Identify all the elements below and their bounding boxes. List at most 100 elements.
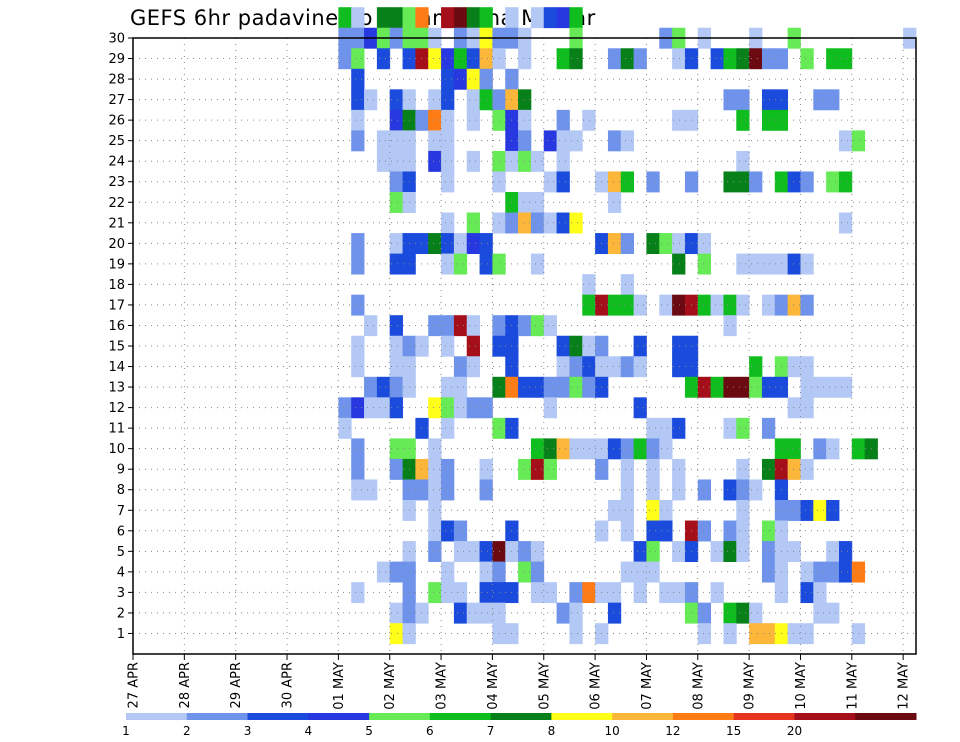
heatmap-cell [351, 582, 365, 604]
heatmap-cell [826, 500, 840, 521]
heatmap-cell [505, 7, 519, 29]
heatmap-cell [813, 376, 827, 398]
heatmap-cell [376, 376, 391, 398]
heatmap-cell [351, 294, 365, 316]
heatmap-cell [761, 109, 776, 131]
heatmap-cell [736, 376, 750, 398]
heatmap-cell [389, 171, 403, 193]
heatmap-cell [530, 315, 545, 337]
heatmap-cell [402, 7, 416, 29]
heatmap-cell [851, 623, 866, 645]
heatmap-cell [518, 89, 532, 111]
heatmap-cell [530, 458, 545, 480]
heatmap-cell [723, 315, 737, 337]
heatmap-cell [736, 541, 750, 562]
heatmap-cell [697, 376, 712, 398]
heatmap-cell [376, 150, 391, 172]
heatmap-cell [351, 109, 365, 131]
heatmap-cell [415, 335, 429, 357]
heatmap-cell [620, 356, 635, 378]
heatmap-cell [389, 192, 403, 213]
colorbar-swatch [551, 713, 613, 720]
colorbar-label: 12 [665, 724, 680, 738]
colorbar-label: 6 [426, 724, 434, 738]
heatmap-cell [466, 68, 480, 90]
heatmap-cell [826, 438, 840, 460]
heatmap-cell [453, 520, 468, 542]
heatmap-cell [479, 479, 493, 501]
heatmap-cell [620, 479, 635, 501]
heatmap-cell [800, 48, 814, 70]
heatmap-cell [787, 458, 801, 480]
heatmap-cell [518, 315, 532, 337]
heatmap-cell [543, 438, 557, 460]
heatmap-cell [415, 233, 429, 254]
colorbar: 1 2 3 4 5 6 7 8 10 12 15 20 [122, 713, 917, 738]
heatmap-cell [761, 253, 776, 275]
heatmap-cell [620, 458, 635, 480]
heatmap-cell [441, 253, 455, 275]
heatmap-cell [749, 623, 763, 645]
heatmap-cell [556, 7, 570, 29]
heatmap-cell [556, 212, 570, 234]
y-tick-label: 25 [108, 134, 125, 149]
heatmap-cell [787, 623, 801, 645]
heatmap-cell [826, 541, 840, 562]
heatmap-cell [672, 48, 686, 70]
heatmap-cell [364, 479, 378, 501]
heatmap-cell [569, 356, 583, 378]
heatmap-cell [364, 397, 378, 419]
heatmap-cell [441, 417, 455, 439]
y-tick-label: 23 [108, 175, 125, 190]
colorbar-label: 2 [183, 724, 191, 738]
y-tick-label: 9 [117, 463, 125, 478]
colorbar-label: 20 [787, 724, 802, 738]
heatmap-cell [813, 602, 827, 624]
heatmap-cell [453, 356, 468, 378]
y-tick-label: 28 [108, 73, 125, 88]
heatmap-cell [659, 417, 673, 439]
heatmap-cell [338, 397, 352, 419]
heatmap-cell [659, 294, 673, 316]
heatmap-cell [543, 171, 557, 193]
heatmap-cell [441, 315, 455, 337]
colorbar-swatch [855, 713, 917, 720]
heatmap-cell [749, 479, 763, 501]
colorbar-swatch [612, 713, 674, 720]
heatmap-cell [530, 376, 545, 398]
heatmap-cell [364, 89, 378, 111]
heatmap-cell [749, 253, 763, 275]
heatmap-cell [441, 212, 455, 234]
y-tick-label: 29 [108, 52, 125, 67]
heatmap-cell [787, 171, 801, 193]
heatmap-cell [582, 109, 596, 131]
heatmap-cell [582, 582, 596, 604]
heatmap-cell [749, 171, 763, 193]
heatmap-cell [697, 253, 712, 275]
colorbar-swatch [794, 713, 856, 720]
heatmap-cell [607, 294, 622, 316]
heatmap-cell [530, 212, 545, 234]
heatmap-cell [582, 335, 596, 357]
heatmap-cell [633, 397, 647, 419]
heatmap-cell [415, 7, 429, 29]
heatmap-cell [672, 417, 686, 439]
y-tick-label: 27 [108, 93, 125, 108]
heatmap-cell [736, 48, 750, 70]
y-tick-label: 26 [108, 114, 125, 129]
y-tick-label: 2 [117, 606, 125, 621]
heatmap-cell [389, 438, 403, 460]
heatmap-cell [697, 233, 712, 254]
heatmap-cell [441, 171, 455, 193]
heatmap-cell [569, 48, 583, 70]
heatmap-cell [787, 253, 801, 275]
heatmap-cell [428, 48, 442, 70]
y-tick-label: 16 [108, 319, 125, 334]
heatmap-cell [556, 109, 570, 131]
heatmap-cell [800, 623, 814, 645]
x-tick-label: 02 MAY [383, 662, 398, 710]
heatmap-cell [710, 48, 724, 70]
heatmap-cell [826, 171, 840, 193]
heatmap-cell [466, 602, 480, 624]
